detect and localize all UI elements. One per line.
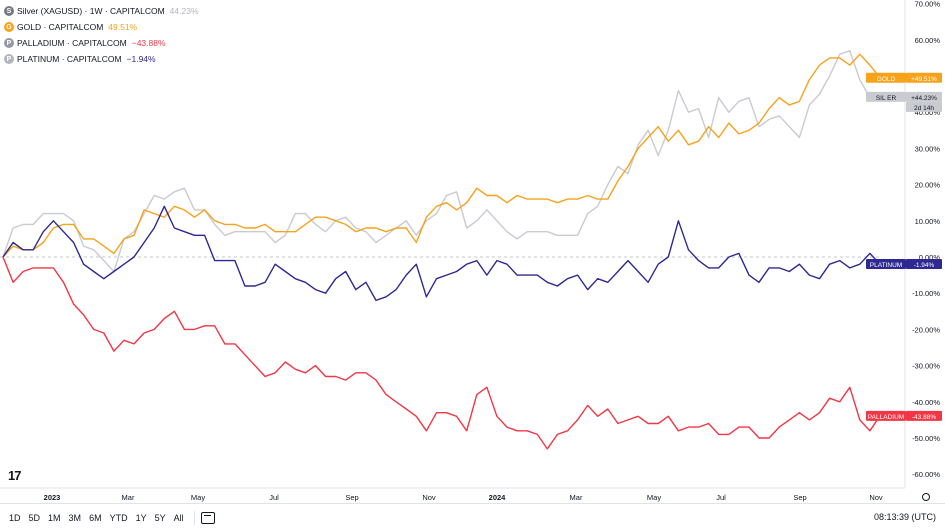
legend-name: Silver (XAGUSD) · 1W · CAPITALCOM: [17, 6, 165, 16]
bottom-toolbar: 1D 5D 1M 3M 6M YTD 1Y 5Y All 08:13:39 (U…: [0, 503, 945, 532]
silver-icon: S: [4, 6, 14, 16]
gold-icon: G: [4, 22, 14, 32]
legend: S Silver (XAGUSD) · 1W · CAPITALCOM 44.2…: [4, 3, 199, 67]
y-tick-label: -60.00%: [912, 470, 940, 479]
calendar-icon[interactable]: [200, 512, 215, 524]
series-line-palladium[interactable]: [2, 256, 881, 450]
y-tick-label: 70.00%: [915, 0, 941, 9]
gold-price-label: GOLD +49.51%: [866, 72, 942, 83]
range-5d-button[interactable]: 5D: [28, 513, 41, 523]
gold-price-label-name-bg: [866, 72, 906, 83]
clock[interactable]: 08:13:39 (UTC): [873, 512, 936, 522]
y-tick-label: -10.00%: [912, 289, 940, 298]
range-5y-button[interactable]: 5Y: [154, 513, 166, 523]
y-tick-label: -20.00%: [912, 325, 940, 334]
range-all-button[interactable]: All: [173, 513, 184, 523]
x-tick-label: Nov: [869, 493, 883, 502]
platinum-icon: P: [4, 54, 14, 64]
legend-row-platinum[interactable]: P PLATINUM · CAPITALCOM −1.94%: [4, 51, 199, 67]
y-tick-label: -50.00%: [912, 434, 940, 443]
palladium-price-label: PALLADIUM -43.88%: [866, 410, 942, 421]
series-line-platinum[interactable]: [2, 205, 881, 302]
series-line-silver[interactable]: [2, 50, 881, 273]
silver-price-label-value-bg: [906, 91, 942, 102]
legend-value: 44.23%: [169, 6, 199, 16]
legend-row-silver[interactable]: S Silver (XAGUSD) · 1W · CAPITALCOM 44.2…: [4, 3, 199, 19]
y-tick-label: 40.00%: [915, 108, 941, 117]
palladium-price-label-value-bg: [906, 410, 942, 421]
range-3m-button[interactable]: 3M: [68, 513, 82, 523]
y-tick-label: 30.00%: [915, 144, 941, 153]
platinum-price-label: PLATINUM -1.94%: [866, 259, 942, 270]
y-tick-label: 0.00%: [919, 253, 941, 262]
range-1d-button[interactable]: 1D: [9, 513, 21, 523]
legend-name: PLATINUM · CAPITALCOM: [17, 54, 122, 64]
x-tick-label: 2024: [489, 493, 507, 502]
y-tick-label: 20.00%: [915, 181, 941, 190]
gold-price-label-value-bg: [906, 72, 942, 83]
range-1m-button[interactable]: 1M: [48, 513, 61, 523]
legend-row-palladium[interactable]: P PALLADIUM · CAPITALCOM −43.88%: [4, 35, 199, 51]
silver-price-label: SIL ER +44.23%: [866, 91, 942, 102]
legend-name: GOLD · CAPITALCOM: [17, 22, 104, 32]
gold-price-label-name: GOLD: [877, 76, 896, 83]
platinum-price-label-value: -1.94%: [914, 262, 935, 269]
silver-price-label-name: SIL ER: [876, 95, 897, 102]
x-tick-label: Nov: [422, 493, 436, 502]
y-tick-label: 10.00%: [915, 217, 941, 226]
silver-price-label-value: +44.23%: [911, 95, 937, 102]
silver-countdown: 2d 14h: [914, 105, 934, 112]
legend-row-gold[interactable]: G GOLD · CAPITALCOM 49.51%: [4, 19, 199, 35]
x-tick-label: Jul: [269, 493, 279, 502]
silver-price-label-name-bg: [866, 91, 906, 102]
x-tick-label: Mar: [122, 493, 135, 502]
x-tick-label: 2023: [44, 493, 61, 502]
tradingview-logo[interactable]: 17: [8, 468, 22, 483]
legend-value: 49.51%: [108, 22, 138, 32]
y-tick-label: -40.00%: [912, 398, 940, 407]
x-tick-label: May: [191, 493, 205, 502]
range-1y-button[interactable]: 1Y: [135, 513, 147, 523]
palladium-price-label-value: -43.88%: [912, 414, 936, 421]
platinum-price-label-value-bg: [906, 259, 942, 270]
palladium-price-label-name: PALLADIUM: [868, 414, 904, 421]
legend-name: PALLADIUM · CAPITALCOM: [17, 38, 127, 48]
series-line-gold[interactable]: [2, 53, 881, 258]
x-tick-label: Mar: [570, 493, 583, 502]
y-tick-label: -30.00%: [912, 362, 940, 371]
silver-countdown-bg: [906, 101, 942, 112]
y-tick-label: 60.00%: [915, 36, 941, 45]
range-6m-button[interactable]: 6M: [89, 513, 102, 523]
x-tick-label: Jul: [716, 493, 726, 502]
x-tick-label: May: [647, 493, 661, 502]
legend-value: −43.88%: [131, 38, 166, 48]
x-tick-label: Sep: [793, 493, 806, 502]
range-ytd-button[interactable]: YTD: [109, 513, 128, 523]
x-tick-label: Sep: [345, 493, 358, 502]
legend-value: −1.94%: [126, 54, 156, 64]
gold-price-label-value: +49.51%: [911, 76, 937, 83]
settings-gear-icon[interactable]: [922, 493, 930, 501]
toolbar-divider: [193, 511, 195, 525]
palladium-price-label-name-bg: [866, 410, 906, 421]
platinum-price-label-name-bg: [866, 259, 906, 270]
platinum-price-label-name: PLATINUM: [870, 262, 902, 269]
palladium-icon: P: [4, 38, 14, 48]
